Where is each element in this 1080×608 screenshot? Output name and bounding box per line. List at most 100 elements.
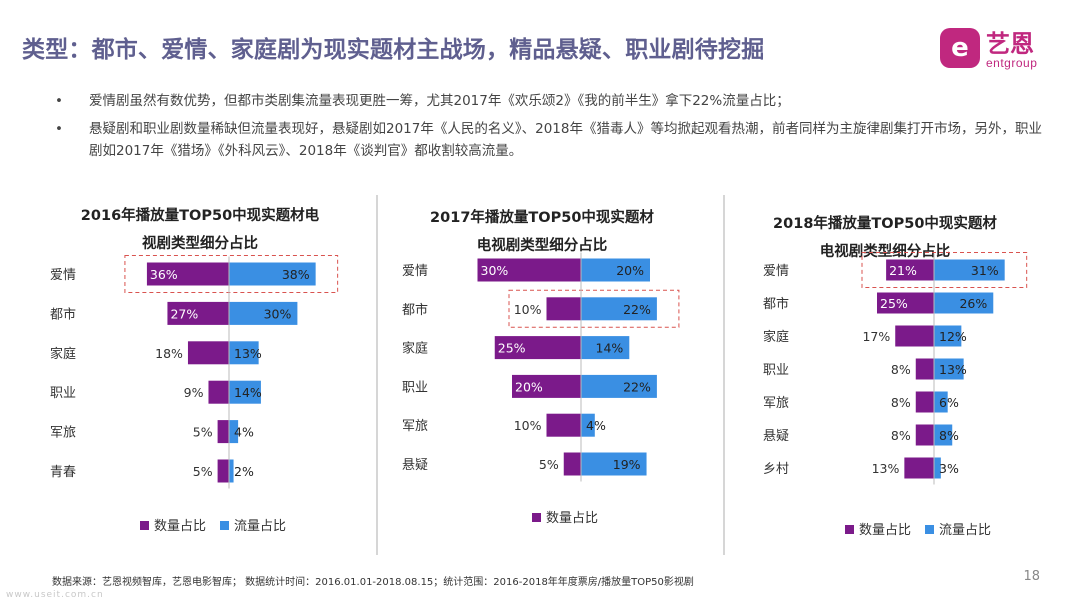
panel-divider xyxy=(376,195,378,555)
logo-en-text: entgroup xyxy=(986,56,1037,70)
category-label: 家庭 xyxy=(402,341,428,357)
count-bar xyxy=(547,297,582,320)
count-bar xyxy=(895,326,934,347)
legend-swatch xyxy=(140,521,149,530)
category-label: 职业 xyxy=(763,363,789,378)
count-value-label: 18% xyxy=(155,346,183,361)
category-label: 青春 xyxy=(50,465,76,480)
category-label: 军旅 xyxy=(50,426,76,441)
flow-value-label: 13% xyxy=(234,346,262,361)
logo-cn-text: 艺恩 xyxy=(986,24,1034,59)
count-bar xyxy=(916,359,934,380)
count-bar xyxy=(547,414,582,437)
flow-value-label: 20% xyxy=(616,263,644,278)
data-source-note: 数据来源：艺恩视频智库，艺恩电影智库； 数据统计时间：2016.01.01-20… xyxy=(52,573,694,588)
category-label: 军旅 xyxy=(763,396,789,411)
category-label: 爱情 xyxy=(763,264,789,279)
panel-divider xyxy=(723,195,725,555)
entgroup-logo: e 艺恩 entgroup xyxy=(940,24,1055,72)
chart-title-line: 2017年播放量TOP50中现实题材 xyxy=(430,208,654,226)
count-value-label: 25% xyxy=(880,296,908,311)
legend-swatch xyxy=(845,525,854,534)
page-number: 18 xyxy=(1023,569,1040,584)
flow-value-label: 22% xyxy=(623,302,651,317)
category-label: 乡村 xyxy=(763,462,789,477)
count-value-label: 10% xyxy=(514,418,542,433)
bullet-item: 爱情剧虽然有数优势，但都市类剧集流量表现更胜一筹，尤其2017年《欢乐颂2》《我… xyxy=(55,90,1045,112)
flow-value-label: 19% xyxy=(613,457,641,472)
count-value-label: 25% xyxy=(498,341,526,356)
count-value-label: 13% xyxy=(872,461,900,476)
chart-title-line: 2016年播放量TOP50中现实题材电 xyxy=(81,206,320,224)
count-value-label: 5% xyxy=(193,425,213,440)
flow-value-label: 31% xyxy=(971,263,999,278)
chart-title-line: 电视剧类型细分占比 xyxy=(477,236,608,254)
flow-value-label: 38% xyxy=(282,267,310,282)
bullet-item: 悬疑剧和职业剧数量稀缺但流量表现好，悬疑剧如2017年《人民的名义》、2018年… xyxy=(55,118,1045,162)
count-value-label: 5% xyxy=(193,464,213,479)
chart-panel-2017: 2017年播放量TOP50中现实题材 电视剧类型细分占比 爱情 30% 20% 都市 10%… xyxy=(382,200,712,550)
flow-value-label: 14% xyxy=(234,385,262,400)
flow-value-label: 30% xyxy=(264,306,292,321)
category-label: 职业 xyxy=(50,386,76,401)
count-bar xyxy=(916,392,934,413)
count-value-label: 9% xyxy=(184,385,204,400)
category-label: 职业 xyxy=(402,380,428,395)
category-label: 家庭 xyxy=(50,346,76,362)
watermark: www.useit.com.cn xyxy=(6,590,104,600)
flow-value-label: 12% xyxy=(939,329,967,344)
category-label: 家庭 xyxy=(763,329,789,345)
count-value-label: 36% xyxy=(150,267,178,282)
category-label: 军旅 xyxy=(402,419,428,434)
legend-label: 数量占比 xyxy=(859,523,911,538)
count-value-label: 8% xyxy=(891,362,911,377)
category-label: 爱情 xyxy=(50,268,76,283)
category-label: 都市 xyxy=(50,306,76,322)
flow-value-label: 4% xyxy=(586,418,606,433)
flow-value-label: 13% xyxy=(939,362,967,377)
count-value-label: 5% xyxy=(539,457,559,472)
count-bar xyxy=(564,453,581,476)
legend-label: 流量占比 xyxy=(234,519,286,534)
flow-value-label: 6% xyxy=(939,395,959,410)
flow-value-label: 26% xyxy=(959,296,987,311)
category-label: 悬疑 xyxy=(402,457,428,473)
chart-2017: 2017年播放量TOP50中现实题材电视剧类型细分占比爱情 30% 20%都市 10%… xyxy=(382,200,712,550)
count-value-label: 27% xyxy=(170,306,198,321)
category-label: 悬疑 xyxy=(763,428,789,444)
logo-mark-icon: e xyxy=(940,28,980,68)
count-value-label: 8% xyxy=(891,428,911,443)
flow-value-label: 8% xyxy=(939,428,959,443)
legend-label: 流量占比 xyxy=(939,523,991,538)
count-bar xyxy=(218,420,229,443)
count-bar xyxy=(916,425,934,446)
category-label: 都市 xyxy=(763,296,789,312)
legend-label: 数量占比 xyxy=(154,519,206,534)
count-value-label: 17% xyxy=(862,329,890,344)
legend-swatch xyxy=(220,521,229,530)
bullet-list: 爱情剧虽然有数优势，但都市类剧集流量表现更胜一筹，尤其2017年《欢乐颂2》《我… xyxy=(55,90,1045,168)
count-value-label: 8% xyxy=(891,395,911,410)
page-title: 类型：都市、爱情、家庭剧为现实题材主战场，精品悬疑、职业剧待挖掘 xyxy=(22,30,764,64)
chart-title-line: 视剧类型细分占比 xyxy=(142,234,258,252)
flow-bar xyxy=(229,460,234,483)
count-bar xyxy=(188,341,229,364)
count-bar xyxy=(904,458,934,479)
chart-title-line: 2018年播放量TOP50中现实题材 xyxy=(773,214,997,232)
category-label: 都市 xyxy=(402,302,428,318)
flow-value-label: 2% xyxy=(234,464,254,479)
count-value-label: 21% xyxy=(889,263,917,278)
flow-value-label: 14% xyxy=(596,341,624,356)
legend-label: 数量占比 xyxy=(546,511,598,526)
count-value-label: 20% xyxy=(515,379,543,394)
legend-swatch xyxy=(925,525,934,534)
count-bar xyxy=(208,381,229,404)
count-value-label: 10% xyxy=(514,302,542,317)
flow-value-label: 22% xyxy=(623,379,651,394)
chart-title-line: 电视剧类型细分占比 xyxy=(820,242,951,260)
count-bar xyxy=(218,460,229,483)
chart-panel-2016: 2016年播放量TOP50中现实题材电 视剧类型细分占比爱情 36% 38% 都市 27%… xyxy=(30,200,360,550)
flow-value-label: 3% xyxy=(939,461,959,476)
